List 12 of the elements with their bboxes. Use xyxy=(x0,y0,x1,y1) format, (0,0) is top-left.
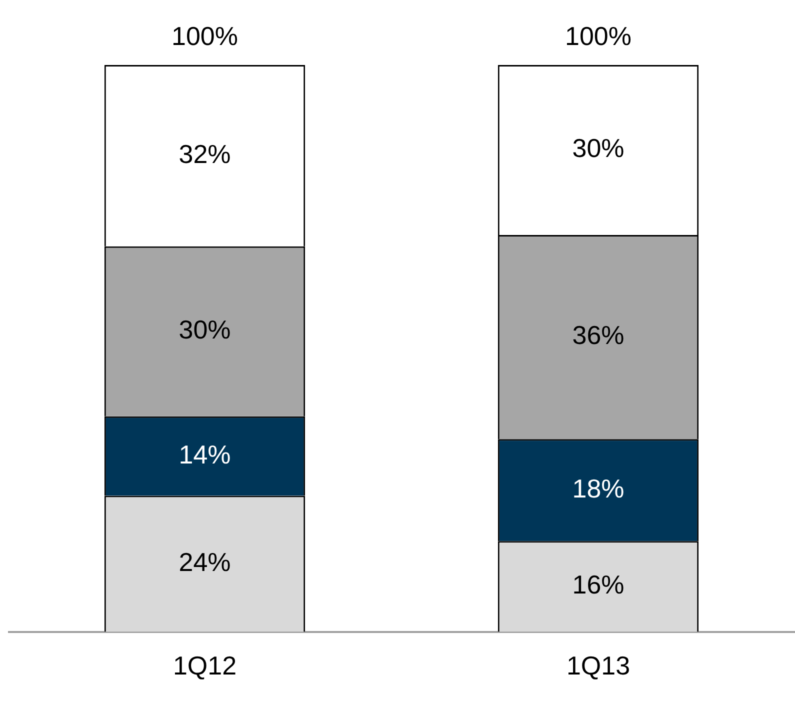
x-tick-label: 1Q13 xyxy=(566,650,630,681)
data-label: 36% xyxy=(572,320,624,350)
data-label: 16% xyxy=(572,570,624,600)
total-label: 100% xyxy=(172,21,238,52)
total-label: 100% xyxy=(565,21,632,52)
data-label: 18% xyxy=(572,473,624,504)
data-label: 14% xyxy=(178,439,231,470)
data-label: 30% xyxy=(572,133,624,164)
data-label: 24% xyxy=(178,546,231,577)
data-label: 32% xyxy=(178,138,231,169)
data-label: 30% xyxy=(178,314,231,345)
x-tick-label: 1Q12 xyxy=(172,650,237,681)
